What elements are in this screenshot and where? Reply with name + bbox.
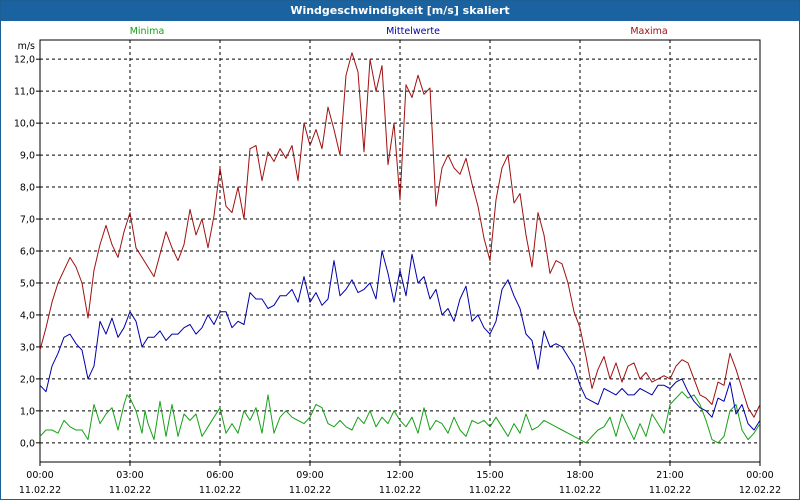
x-tick-time-label: 09:00 — [296, 470, 323, 481]
grid-lines — [40, 40, 760, 462]
legend-item-maxima: Maxima — [630, 26, 667, 37]
x-tick-time-label: 00:00 — [26, 470, 53, 481]
axis-ticks: 0,0 1,0 2,0 3,0 4,0 5,0 6,0 7,0 8,0 9,0 10,0 11,0 12… — [14, 55, 781, 496]
x-tick-date-label: 11.02.22 — [289, 485, 331, 496]
y-tick-label: 1,0 — [20, 406, 35, 417]
x-tick-time-label: 21:00 — [656, 470, 683, 481]
legend: Minima Mittelwerte Maxima — [130, 26, 668, 37]
y-tick-label: 4,0 — [20, 310, 35, 321]
x-tick-date-label: 11.02.22 — [109, 485, 151, 496]
x-tick-time-label: 00:00 — [746, 470, 773, 481]
y-tick-label: 12,0 — [14, 55, 35, 66]
y-tick-label: 5,0 — [20, 278, 35, 289]
legend-item-minima: Minima — [130, 26, 165, 37]
x-tick-time-label: 03:00 — [116, 470, 143, 481]
y-tick-label: 9,0 — [20, 151, 35, 162]
x-tick-time-label: 12:00 — [386, 470, 413, 481]
y-tick-label: 3,0 — [20, 342, 35, 353]
y-tick-label: 8,0 — [20, 183, 35, 194]
x-tick-date-label: 11.02.22 — [469, 485, 511, 496]
x-tick-date-label: 11.02.22 — [649, 485, 691, 496]
y-axis-unit-label: m/s — [18, 41, 35, 52]
series-line-minima — [39, 391, 761, 444]
x-tick-time-label: 15:00 — [476, 470, 503, 481]
y-tick-label: 6,0 — [20, 247, 35, 258]
y-tick-label: 10,0 — [14, 119, 35, 130]
y-tick-label: 2,0 — [20, 374, 35, 385]
x-tick-date-label: 11.02.22 — [199, 485, 241, 496]
series-line-mittelwerte — [39, 250, 761, 431]
chart-title: Windgeschwindigkeit [m/s] skaliert — [1, 1, 799, 21]
x-tick-date-label: 11.02.22 — [379, 485, 421, 496]
y-tick-label: 11,0 — [14, 87, 35, 98]
x-tick-date-label: 11.02.22 — [559, 485, 601, 496]
y-tick-label: 7,0 — [20, 215, 35, 226]
x-tick-time-label: 06:00 — [206, 470, 233, 481]
y-tick-label: 0,0 — [20, 438, 35, 449]
legend-item-mittelwerte: Mittelwerte — [386, 26, 440, 37]
series-line-maxima — [39, 52, 761, 418]
series-lines — [39, 52, 761, 444]
x-tick-time-label: 18:00 — [566, 470, 593, 481]
x-tick-date-label: 11.02.22 — [19, 485, 61, 496]
x-tick-date-label: 12.02.22 — [739, 485, 781, 496]
